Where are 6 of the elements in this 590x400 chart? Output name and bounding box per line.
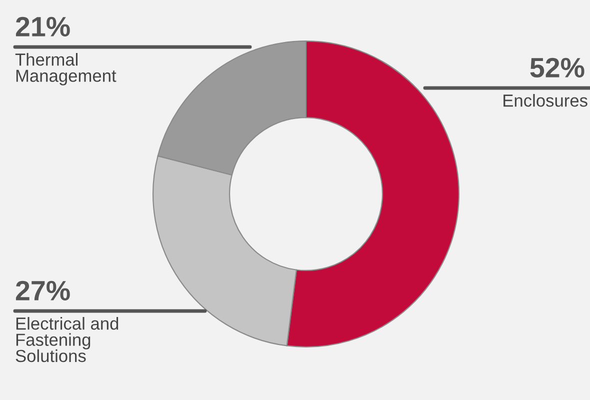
data-label: 27% — [16, 280, 70, 300]
data-label: 52% — [530, 58, 584, 78]
data-label: 21% — [16, 16, 70, 36]
slice-label: Enclosures — [504, 94, 588, 107]
slice-label: Thermal Management — [15, 53, 116, 86]
slice-label: Electrical and Fastening Solutions — [16, 317, 118, 362]
